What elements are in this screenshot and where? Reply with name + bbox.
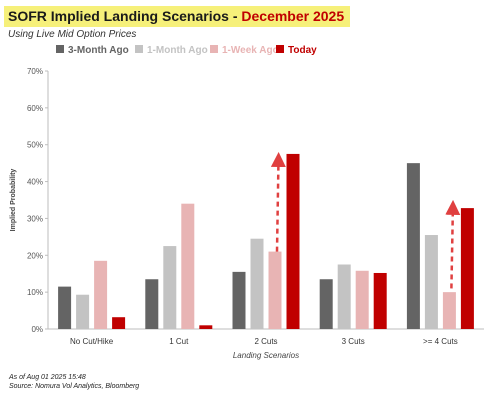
bar	[163, 246, 177, 329]
bar	[58, 286, 72, 329]
bar	[319, 279, 333, 329]
bar	[94, 260, 108, 329]
legend-label: 1-Week Ago	[222, 45, 279, 56]
x-tick-label: 1 Cut	[169, 337, 189, 346]
footer-asof: As of Aug 01 2025 15:48	[9, 374, 86, 381]
y-axis-title: Implied Probability	[10, 169, 17, 232]
legend-label: 1-Month Ago	[147, 45, 208, 56]
bar	[406, 163, 420, 329]
bar	[460, 208, 474, 329]
x-tick-label: >= 4 Cuts	[423, 337, 458, 346]
legend-swatch	[210, 45, 218, 53]
footer: As of Aug 01 2025 15:48 Source: Nomura V…	[9, 373, 139, 391]
bar	[112, 317, 126, 329]
y-tick-label: 0%	[31, 325, 43, 334]
y-tick-label: 60%	[27, 104, 43, 113]
bar	[337, 264, 351, 329]
bar	[181, 203, 195, 329]
bar	[286, 153, 300, 329]
y-tick-label: 50%	[27, 141, 43, 150]
footer-source: Source: Nomura Vol Analytics, Bloomberg	[9, 383, 140, 390]
trend-arrow	[445, 199, 461, 289]
x-tick-label: No Cut/Hike	[70, 337, 114, 346]
header: SOFR Implied Landing Scenarios - Decembe…	[4, 6, 351, 40]
legend-swatch	[276, 45, 284, 53]
bar	[355, 270, 369, 329]
y-tick-label: 70%	[27, 67, 43, 76]
chart-subtitle: Using Live Mid Option Prices	[8, 29, 137, 40]
legend-label: 3-Month Ago	[68, 45, 129, 56]
bar	[442, 292, 456, 329]
legend-label: Today	[288, 45, 317, 56]
y-tick-label: 10%	[27, 288, 43, 297]
bar	[250, 238, 264, 329]
y-tick-label: 40%	[27, 178, 43, 187]
bar	[145, 279, 159, 329]
chart-title-main: SOFR Implied Landing Scenarios	[8, 8, 229, 24]
legend-swatch	[135, 45, 143, 53]
y-tick-label: 20%	[27, 251, 43, 260]
trend-arrow	[270, 151, 286, 252]
bar	[424, 235, 438, 329]
bar	[268, 251, 282, 329]
bar	[232, 271, 246, 329]
y-tick-label: 30%	[27, 214, 43, 223]
legend-swatch	[56, 45, 64, 53]
bar	[76, 294, 90, 329]
x-tick-label: 3 Cuts	[342, 337, 365, 346]
bar	[199, 325, 213, 329]
x-axis-title: Landing Scenarios	[233, 351, 299, 360]
chart-title: SOFR Implied Landing Scenarios - Decembe…	[4, 6, 351, 27]
x-tick-label: 2 Cuts	[254, 337, 277, 346]
chart-title-highlight: December 2025	[241, 8, 345, 24]
bar	[373, 272, 387, 329]
chart-title-separator: -	[228, 8, 242, 24]
